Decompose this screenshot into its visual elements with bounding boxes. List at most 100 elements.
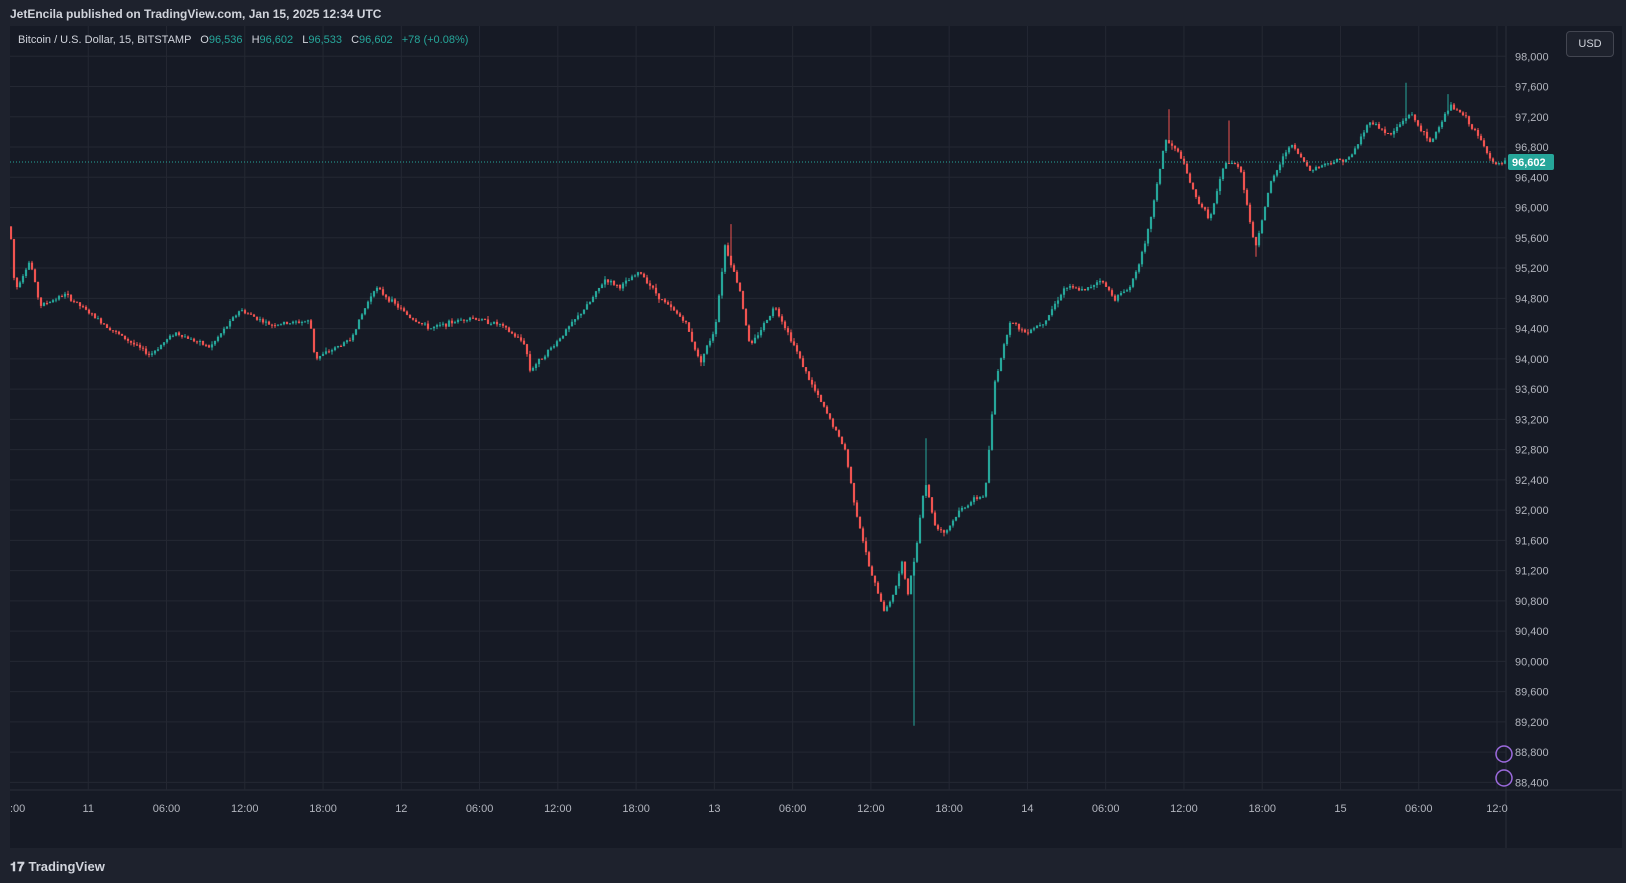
candle-down	[849, 466, 853, 484]
candle-down	[495, 321, 499, 325]
time-axis: :00 11 06:00 12:00 18:00 12 06:00 12:00 18:00 13 0…	[10, 803, 1508, 815]
candle-up	[1158, 168, 1162, 184]
candle-up	[630, 276, 634, 281]
candle-up	[1410, 114, 1414, 116]
candle-down	[195, 341, 199, 343]
candle-up	[48, 301, 52, 304]
tradingview-logo[interactable]: 𝟏𝟕 TradingView	[10, 859, 105, 875]
candle-up	[1269, 181, 1273, 193]
candle-down	[864, 541, 868, 553]
candle-down	[1206, 209, 1210, 219]
candle-up	[1407, 114, 1411, 119]
candle-up	[591, 297, 595, 302]
candle-down	[117, 331, 121, 334]
candle-up	[324, 351, 328, 354]
candle-up	[1053, 303, 1057, 310]
candle-up	[480, 319, 484, 321]
candle-down	[1239, 166, 1243, 172]
candle-down	[1341, 159, 1345, 163]
candle-down	[1026, 332, 1030, 334]
candle-up	[216, 336, 220, 341]
chart-canvas[interactable]: 96,602 98,000 97,600 97,200 96,800 96,400 96,…	[10, 26, 1622, 848]
price-tick-label: 88,800	[1515, 747, 1549, 759]
candle-down	[327, 351, 331, 353]
candle-down	[936, 525, 940, 530]
candle-down	[192, 338, 196, 342]
currency-button[interactable]: USD	[1566, 31, 1614, 57]
candle-down	[1236, 164, 1240, 167]
candle-up	[558, 338, 562, 342]
candle-down	[648, 283, 652, 286]
candle-up	[1209, 214, 1213, 219]
time-tick-label: 18:00	[1248, 803, 1276, 815]
candle-down	[1170, 143, 1174, 146]
candle-down	[1077, 288, 1081, 291]
candle-up	[1398, 124, 1402, 127]
candle-up	[1059, 294, 1063, 301]
candle-up	[360, 314, 364, 320]
candle-down	[642, 273, 646, 278]
open-label: O	[200, 34, 209, 46]
candle-up	[321, 353, 325, 356]
candle-up	[1098, 280, 1102, 283]
candle-down	[1380, 128, 1384, 130]
candle-up	[345, 340, 349, 343]
candle-up	[969, 502, 973, 506]
candle-up	[891, 594, 895, 602]
candle-up	[1431, 138, 1435, 142]
candle-down	[1107, 286, 1111, 291]
candle-down	[270, 324, 274, 326]
candle-up	[621, 283, 625, 289]
candle-up	[624, 280, 628, 284]
candle-down	[606, 279, 610, 283]
candle-up	[318, 355, 322, 359]
candle-up	[1287, 147, 1291, 153]
candle-down	[1110, 290, 1114, 296]
candle-down	[1413, 114, 1417, 121]
candle-up	[282, 321, 286, 325]
candle-down	[39, 297, 43, 306]
candle-down	[141, 347, 145, 349]
candle-down	[807, 371, 811, 380]
candle-down	[774, 308, 778, 310]
candle-down	[858, 516, 862, 529]
candle-down	[36, 281, 40, 298]
time-tick-label: 12:0	[1486, 803, 1507, 815]
candle-down	[426, 323, 430, 329]
candle-up	[21, 276, 25, 283]
candle-down	[132, 342, 136, 345]
candle-up	[1050, 309, 1054, 316]
candle-up	[537, 358, 541, 365]
candle-up	[633, 275, 637, 277]
candle-down	[105, 324, 109, 328]
price-chart[interactable]: 96,602 98,000 97,600 97,200 96,800 96,400 96,…	[10, 26, 1622, 848]
candle-down	[735, 271, 739, 283]
candle-up	[1344, 159, 1348, 163]
candle-up	[1095, 282, 1099, 286]
time-tick-label: 06:00	[153, 803, 181, 815]
candle-down	[1458, 109, 1462, 113]
candle-down	[129, 340, 133, 343]
candle-down	[1254, 237, 1258, 246]
candle-up	[174, 332, 178, 336]
candle-down	[522, 340, 526, 345]
candle-up	[555, 341, 559, 347]
candle-up	[1161, 150, 1165, 169]
price-tick-label: 91,600	[1515, 535, 1549, 547]
candle-down	[252, 314, 256, 317]
candle-up	[366, 301, 370, 309]
candle-up	[264, 321, 268, 323]
last-price-tag	[1508, 154, 1554, 171]
candle-up	[1449, 104, 1453, 111]
candle-up	[342, 342, 346, 347]
candle-up	[1128, 286, 1132, 291]
candle-up	[219, 333, 223, 337]
candle-up	[1311, 170, 1315, 172]
candle-down	[1188, 173, 1192, 183]
candle-down	[1389, 133, 1393, 135]
candle-down	[1296, 148, 1300, 154]
candle-down	[1251, 222, 1255, 238]
candle-down	[672, 307, 676, 311]
candle-down	[1485, 146, 1489, 154]
candle-up	[609, 280, 613, 283]
